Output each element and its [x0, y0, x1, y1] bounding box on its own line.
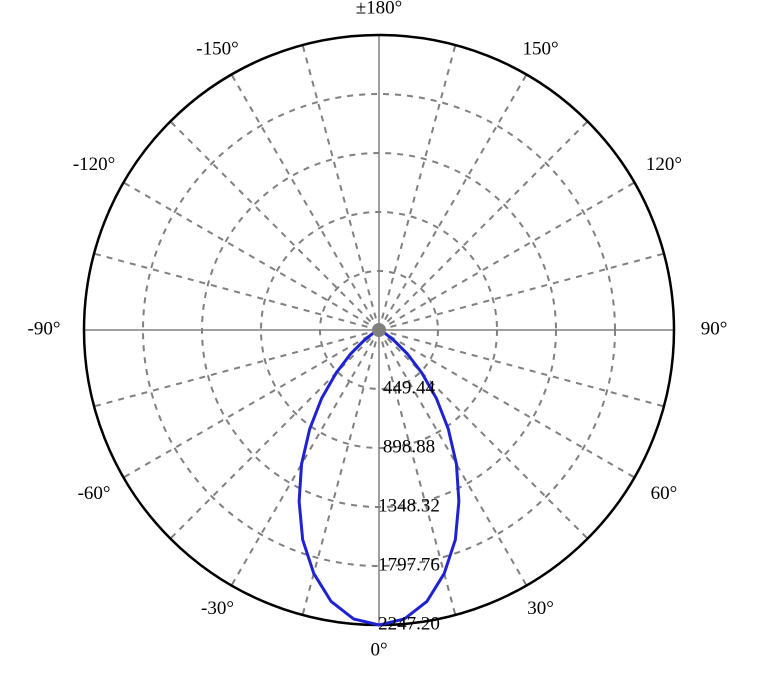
spoke — [94, 330, 379, 406]
angle-label: 60° — [651, 483, 678, 504]
spoke — [379, 45, 455, 330]
angle-label: -90° — [28, 318, 61, 339]
angle-label: -120° — [73, 154, 115, 175]
spoke — [379, 75, 527, 330]
radial-label: 449.44 — [383, 377, 436, 398]
spoke — [94, 254, 379, 330]
spoke — [124, 330, 379, 478]
angle-label: 120° — [646, 154, 682, 175]
spoke — [379, 121, 588, 330]
spoke — [170, 330, 379, 539]
polar-chart: ±180° -150° 150° -120° 120° -90° 90° -60° 60° -30… — [0, 0, 759, 694]
spoke — [379, 183, 634, 331]
radial-label: 2247.20 — [378, 613, 440, 634]
angle-label: 30° — [527, 598, 554, 619]
radial-label: 1797.76 — [378, 554, 440, 575]
spoke — [170, 121, 379, 330]
angle-label: -60° — [78, 483, 111, 504]
spoke — [124, 183, 379, 331]
spoke — [232, 75, 380, 330]
angle-label: 150° — [522, 39, 558, 60]
angle-label: ±180° — [356, 0, 403, 18]
angle-label: -30° — [201, 598, 234, 619]
spoke — [303, 45, 379, 330]
angle-label: 0° — [370, 639, 387, 660]
radial-label: 1348.32 — [378, 495, 440, 516]
center-dot — [372, 323, 386, 337]
angle-label: -150° — [196, 39, 238, 60]
radial-label: 898.88 — [383, 436, 435, 457]
angle-label: 90° — [701, 318, 728, 339]
spoke — [379, 254, 664, 330]
